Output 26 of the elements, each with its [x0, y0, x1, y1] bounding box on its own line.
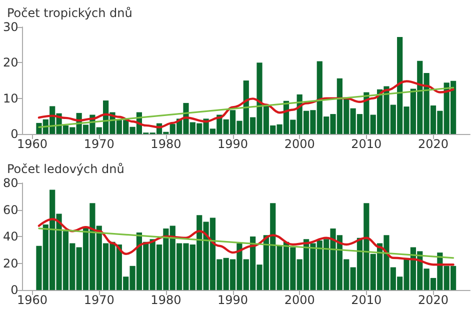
y-tick-label: 80 [2, 176, 18, 190]
y-tick-label: 30 [2, 20, 18, 34]
y-tick-label: 60 [2, 202, 18, 217]
y-tick-label: 0 [10, 127, 18, 141]
x-tick-label: 2000 [284, 137, 315, 151]
x-tick-label: 1970 [84, 293, 114, 307]
chart-title: Počet tropických dnů [7, 6, 132, 20]
x-tick-label: 1970 [84, 137, 114, 151]
x-tick-label: 1990 [217, 293, 248, 307]
chart-title: Počet ledových dnů [7, 162, 124, 176]
line-series [38, 218, 454, 266]
x-tick-label: 1990 [217, 137, 248, 151]
x-tick-label: 2010 [351, 293, 382, 307]
y-tick-label: 10 [2, 91, 18, 106]
x-tick-label: 1980 [150, 293, 182, 307]
y-tick-label: 20 [2, 56, 18, 70]
y-tick-label: 40 [2, 230, 18, 244]
x-tick-label: 2020 [418, 293, 449, 307]
x-tick-label: 2010 [351, 137, 382, 151]
x-tick-label: 2000 [284, 293, 315, 307]
x-tick-label: 1960 [17, 137, 48, 151]
y-tick-label: 0 [10, 283, 18, 297]
x-tick-label: 1980 [150, 137, 182, 151]
x-tick-label: 1960 [17, 293, 48, 307]
y-tick-label: 20 [2, 256, 18, 270]
x-tick-label: 2020 [418, 137, 449, 151]
